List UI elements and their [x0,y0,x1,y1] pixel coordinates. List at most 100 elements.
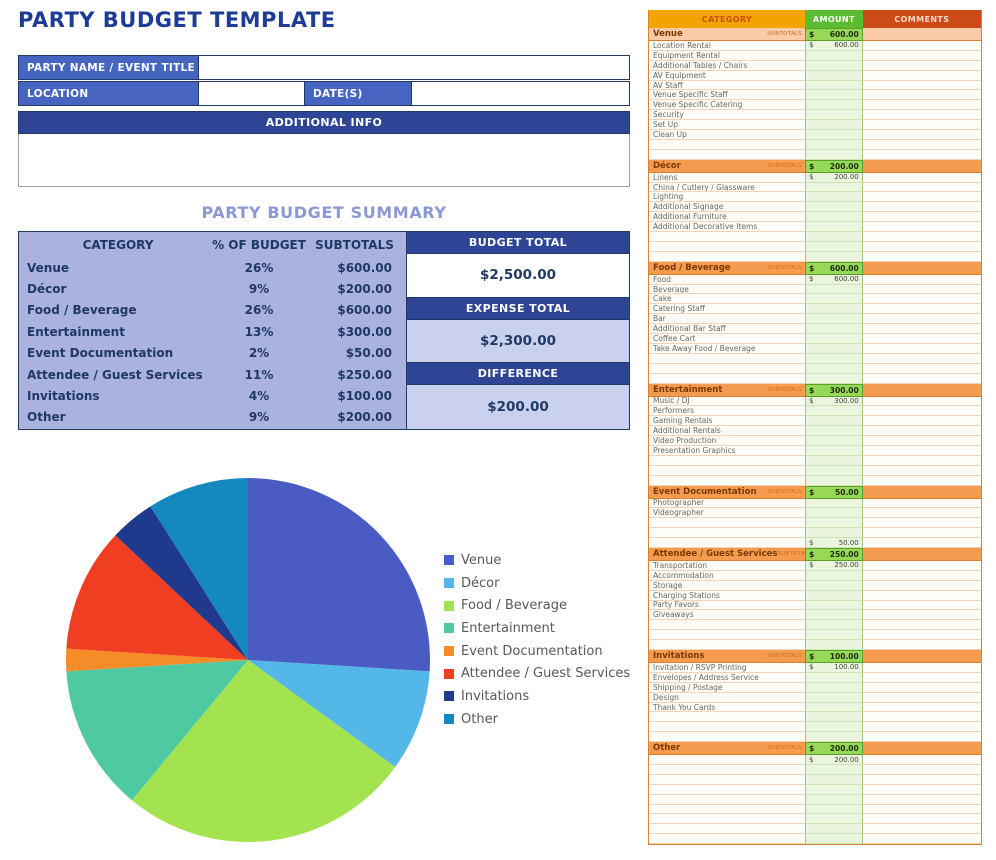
item-amount-cell[interactable] [805,570,863,581]
section-comments-cell[interactable] [862,649,981,663]
item-comments-cell[interactable] [862,824,981,835]
item-comments-cell[interactable] [862,465,981,476]
item-comments-cell[interactable] [862,70,981,81]
item-amount-cell[interactable] [805,416,863,427]
item-amount-cell[interactable]: $250.00 [805,560,863,571]
item-comments-cell[interactable] [862,475,981,486]
item-amount-cell[interactable] [805,202,863,213]
item-comments-cell[interactable] [862,794,981,805]
item-comments-cell[interactable] [862,251,981,262]
item-amount-cell[interactable] [805,590,863,601]
item-comments-cell[interactable] [862,570,981,581]
item-amount-cell[interactable] [805,814,863,825]
item-comments-cell[interactable] [862,436,981,446]
item-amount-cell[interactable]: $300.00 [805,396,863,407]
item-amount-cell[interactable] [805,80,863,91]
item-comments-cell[interactable] [862,274,981,285]
item-amount-cell[interactable] [805,241,863,252]
section-comments-cell[interactable] [862,159,981,173]
item-amount-cell[interactable] [805,406,863,417]
item-comments-cell[interactable] [862,100,981,111]
item-comments-cell[interactable] [862,373,981,384]
item-comments-cell[interactable] [862,172,981,183]
section-comments-cell[interactable] [862,485,981,499]
item-amount-cell[interactable] [805,363,863,374]
item-comments-cell[interactable] [862,120,981,131]
item-comments-cell[interactable] [862,508,981,519]
item-comments-cell[interactable] [862,41,981,51]
item-comments-cell[interactable] [862,528,981,539]
item-comments-cell[interactable] [862,324,981,335]
item-amount-cell[interactable] [805,139,863,150]
item-comments-cell[interactable] [862,834,981,845]
item-amount-cell[interactable] [805,90,863,101]
item-comments-cell[interactable] [862,692,981,703]
item-comments-cell[interactable] [862,640,981,650]
item-amount-cell[interactable] [805,212,863,223]
item-amount-cell[interactable] [805,110,863,121]
item-amount-cell[interactable] [805,722,863,733]
budget-total-value[interactable]: $2,500.00 [407,253,629,298]
item-amount-cell[interactable] [805,518,863,529]
item-comments-cell[interactable] [862,682,981,693]
item-amount-cell[interactable] [805,130,863,140]
item-comments-cell[interactable] [862,620,981,631]
item-amount-cell[interactable]: $100.00 [805,662,863,673]
location-input[interactable] [199,82,304,105]
item-comments-cell[interactable] [862,304,981,315]
item-amount-cell[interactable] [805,445,863,456]
item-comments-cell[interactable] [862,202,981,213]
item-amount-cell[interactable] [805,620,863,631]
additional-info-input[interactable] [18,134,630,187]
item-amount-cell[interactable] [805,692,863,703]
item-amount-cell[interactable] [805,498,863,509]
item-amount-cell[interactable] [805,610,863,621]
item-amount-cell[interactable] [805,60,863,71]
item-amount-cell[interactable] [805,334,863,344]
item-amount-cell[interactable] [805,324,863,335]
item-amount-cell[interactable] [805,508,863,519]
item-amount-cell[interactable] [805,732,863,743]
item-amount-cell[interactable] [805,682,863,693]
item-comments-cell[interactable] [862,765,981,775]
item-amount-cell[interactable] [805,294,863,305]
item-comments-cell[interactable] [862,80,981,91]
item-amount-cell[interactable] [805,465,863,476]
item-amount-cell[interactable] [805,70,863,81]
item-comments-cell[interactable] [862,149,981,160]
item-amount-cell[interactable] [805,251,863,262]
item-comments-cell[interactable] [862,538,981,548]
item-comments-cell[interactable] [862,722,981,733]
item-comments-cell[interactable] [862,182,981,193]
item-comments-cell[interactable] [862,406,981,417]
item-comments-cell[interactable] [862,284,981,295]
dates-input[interactable] [412,82,629,105]
item-comments-cell[interactable] [862,416,981,427]
item-comments-cell[interactable] [862,445,981,456]
item-amount-cell[interactable] [805,672,863,683]
item-comments-cell[interactable] [862,110,981,121]
item-comments-cell[interactable] [862,455,981,466]
item-amount-cell[interactable] [805,353,863,364]
item-amount-cell[interactable] [805,222,863,233]
item-comments-cell[interactable] [862,60,981,71]
item-amount-cell[interactable]: $200.00 [805,755,863,765]
item-comments-cell[interactable] [862,590,981,601]
item-comments-cell[interactable] [862,139,981,150]
item-amount-cell[interactable]: $600.00 [805,274,863,285]
item-comments-cell[interactable] [862,90,981,101]
item-amount-cell[interactable] [805,284,863,295]
item-amount-cell[interactable] [805,640,863,650]
item-comments-cell[interactable] [862,363,981,374]
item-comments-cell[interactable] [862,712,981,723]
item-amount-cell[interactable] [805,426,863,437]
item-comments-cell[interactable] [862,353,981,364]
item-amount-cell[interactable] [805,455,863,466]
item-amount-cell[interactable] [805,314,863,325]
party-name-input[interactable] [199,56,629,79]
item-amount-cell[interactable]: $200.00 [805,172,863,183]
item-amount-cell[interactable] [805,192,863,203]
item-amount-cell[interactable] [805,834,863,845]
item-comments-cell[interactable] [862,662,981,673]
item-comments-cell[interactable] [862,560,981,571]
